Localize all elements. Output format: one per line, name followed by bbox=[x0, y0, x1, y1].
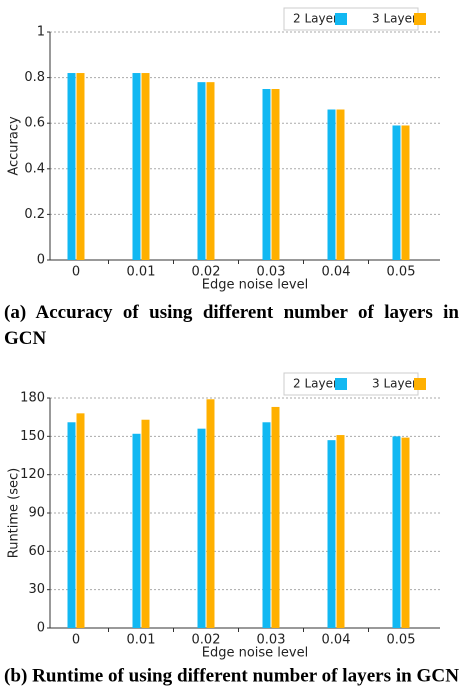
bar bbox=[206, 399, 215, 628]
y-tick-label: 0.6 bbox=[24, 116, 45, 131]
bar bbox=[67, 422, 76, 628]
y-tick-label: 150 bbox=[20, 429, 45, 444]
bar bbox=[141, 419, 150, 628]
bar bbox=[262, 89, 271, 260]
y-tick-label: 180 bbox=[20, 391, 45, 406]
legend-swatch bbox=[414, 378, 426, 390]
bar bbox=[392, 125, 401, 260]
y-tick-label: 0.4 bbox=[24, 161, 45, 176]
bar bbox=[336, 109, 345, 261]
caption: (b) Runtime of using different number of… bbox=[4, 665, 459, 686]
bar bbox=[271, 406, 280, 628]
x-axis-label: Edge noise level bbox=[202, 646, 308, 661]
y-tick-label: 90 bbox=[28, 506, 45, 521]
bar bbox=[132, 73, 141, 260]
caption: (a) Accuracy of using different number o… bbox=[4, 302, 459, 349]
x-tick-label: 0.02 bbox=[192, 633, 221, 648]
x-tick-label: 0.05 bbox=[387, 633, 416, 648]
x-tick-label: 0.05 bbox=[387, 265, 416, 280]
x-tick-label: 0.03 bbox=[257, 633, 286, 648]
x-axis-label: Edge noise level bbox=[202, 278, 308, 293]
x-tick-label: 0.03 bbox=[257, 265, 286, 280]
legend-label: 3 Layers bbox=[372, 377, 423, 391]
bar bbox=[197, 428, 206, 628]
bar bbox=[336, 435, 345, 628]
bar bbox=[76, 413, 85, 628]
legend-label: 2 Layers bbox=[293, 377, 344, 391]
bar bbox=[401, 125, 410, 260]
x-tick-label: 0.01 bbox=[127, 265, 156, 280]
x-tick-label: 0 bbox=[72, 633, 80, 648]
y-tick-label: 1 bbox=[37, 25, 45, 40]
y-axis-label: Runtime (sec) bbox=[7, 468, 22, 559]
bar bbox=[271, 89, 280, 260]
legend-swatch bbox=[335, 13, 347, 25]
x-tick-label: 0.02 bbox=[192, 265, 221, 280]
y-tick-label: 120 bbox=[20, 467, 45, 482]
bar bbox=[262, 422, 271, 628]
bar bbox=[327, 440, 336, 628]
bar bbox=[197, 82, 206, 260]
x-tick-label: 0.04 bbox=[322, 265, 351, 280]
legend-swatch bbox=[335, 378, 347, 390]
bar bbox=[132, 433, 141, 628]
y-tick-label: 0.2 bbox=[24, 207, 45, 222]
y-tick-label: 0 bbox=[37, 621, 45, 636]
x-tick-label: 0.01 bbox=[127, 633, 156, 648]
bar bbox=[392, 436, 401, 628]
y-tick-label: 60 bbox=[28, 544, 45, 559]
legend-label: 3 Layers bbox=[372, 12, 423, 26]
y-tick-label: 30 bbox=[28, 582, 45, 597]
bar bbox=[67, 73, 76, 260]
x-tick-label: 0 bbox=[72, 265, 80, 280]
legend-label: 2 Layers bbox=[293, 12, 344, 26]
y-tick-label: 0 bbox=[37, 253, 45, 268]
x-tick-label: 0.04 bbox=[322, 633, 351, 648]
y-tick-label: 0.8 bbox=[24, 70, 45, 85]
y-axis-label: Accuracy bbox=[7, 116, 22, 176]
legend-swatch bbox=[414, 13, 426, 25]
bar bbox=[327, 109, 336, 261]
bar bbox=[206, 82, 215, 260]
bar bbox=[76, 73, 85, 260]
bar bbox=[401, 437, 410, 628]
bar bbox=[141, 73, 150, 260]
